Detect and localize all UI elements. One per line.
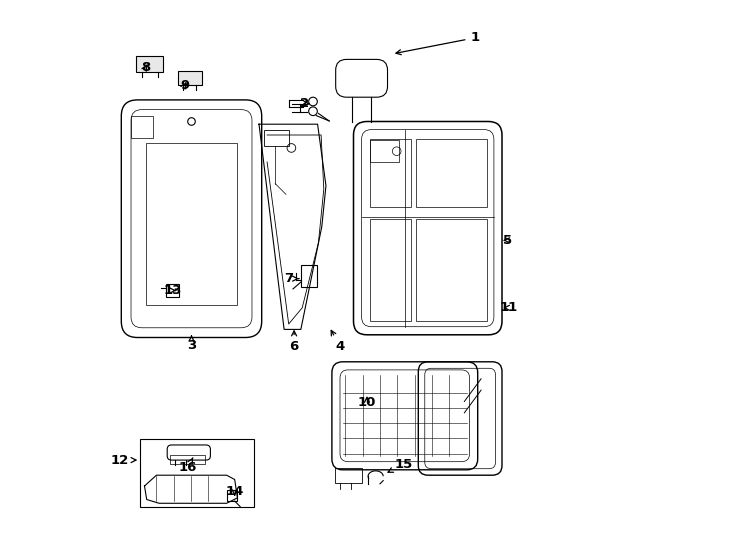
Text: 8: 8: [141, 61, 150, 74]
Bar: [301, 265, 317, 287]
Bar: [227, 490, 237, 501]
Bar: [416, 219, 487, 321]
Text: 1: 1: [396, 31, 479, 55]
Text: 11: 11: [499, 301, 517, 314]
Text: 4: 4: [331, 330, 345, 353]
Bar: [370, 219, 411, 321]
Text: 10: 10: [357, 396, 377, 409]
Bar: [140, 439, 254, 507]
Text: 5: 5: [503, 234, 512, 247]
Bar: [264, 130, 288, 146]
Bar: [145, 143, 237, 305]
Text: 9: 9: [180, 79, 189, 92]
Text: 14: 14: [225, 485, 244, 498]
Text: 12: 12: [111, 454, 136, 467]
Bar: [335, 468, 362, 483]
Bar: [166, 284, 179, 297]
Bar: [370, 140, 399, 162]
Bar: [370, 139, 411, 207]
Bar: [137, 56, 164, 72]
Text: 16: 16: [178, 458, 197, 474]
Text: 6: 6: [289, 331, 299, 353]
Text: 13: 13: [164, 284, 182, 297]
Bar: [416, 139, 487, 207]
Bar: [131, 116, 153, 138]
Text: 2: 2: [300, 97, 310, 110]
Text: 3: 3: [187, 336, 196, 352]
Bar: [178, 71, 202, 85]
Text: 15: 15: [388, 458, 413, 472]
Text: 7: 7: [284, 272, 299, 285]
Bar: [170, 455, 205, 464]
